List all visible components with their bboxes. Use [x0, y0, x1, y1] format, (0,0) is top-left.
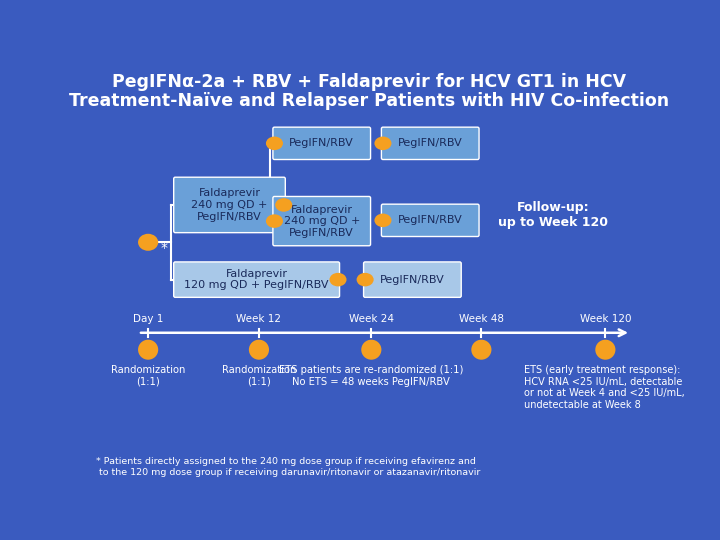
Ellipse shape [356, 273, 374, 286]
Ellipse shape [266, 137, 283, 150]
Text: Treatment-Naïve and Relapser Patients with HIV Co-infection: Treatment-Naïve and Relapser Patients wi… [69, 92, 669, 110]
Text: Follow-up:
up to Week 120: Follow-up: up to Week 120 [498, 201, 608, 229]
Ellipse shape [138, 234, 158, 251]
Text: PegIFN/RBV: PegIFN/RBV [398, 215, 463, 225]
Ellipse shape [138, 340, 158, 360]
Text: * Patients directly assigned to the 240 mg dose group if receiving efavirenz and: * Patients directly assigned to the 240 … [96, 457, 480, 477]
Ellipse shape [249, 340, 269, 360]
Text: PegIFN/RBV: PegIFN/RBV [289, 138, 354, 149]
Ellipse shape [330, 273, 346, 286]
Text: Randomization
(1:1): Randomization (1:1) [111, 365, 185, 387]
Text: Faldaprevir
120 mg QD + PegIFN/RBV: Faldaprevir 120 mg QD + PegIFN/RBV [184, 269, 329, 291]
Text: Week 24: Week 24 [348, 314, 394, 323]
Text: Day 1: Day 1 [133, 314, 163, 323]
Text: Week 48: Week 48 [459, 314, 504, 323]
Ellipse shape [472, 340, 492, 360]
Text: PegIFN/RBV: PegIFN/RBV [380, 275, 445, 285]
Text: Faldaprevir
240 mg QD +
PegIFN/RBV: Faldaprevir 240 mg QD + PegIFN/RBV [192, 188, 268, 221]
FancyBboxPatch shape [382, 204, 479, 237]
Text: PegIFN/RBV: PegIFN/RBV [398, 138, 463, 149]
FancyBboxPatch shape [382, 127, 479, 159]
FancyBboxPatch shape [273, 197, 371, 246]
FancyBboxPatch shape [364, 262, 462, 298]
Ellipse shape [361, 340, 382, 360]
FancyBboxPatch shape [174, 177, 285, 233]
Text: Week 120: Week 120 [580, 314, 631, 323]
Text: ETS (early treatment response):
HCV RNA <25 IU/mL, detectable
or not at Week 4 a: ETS (early treatment response): HCV RNA … [524, 365, 685, 410]
Ellipse shape [374, 137, 392, 150]
Ellipse shape [266, 214, 283, 228]
Text: ETS patients are re-randomized (1:1)
No ETS = 48 weeks PegIFN/RBV: ETS patients are re-randomized (1:1) No … [279, 365, 464, 387]
Text: Faldaprevir
240 mg QD +
PegIFN/RBV: Faldaprevir 240 mg QD + PegIFN/RBV [284, 205, 360, 238]
Text: *: * [161, 241, 168, 255]
Ellipse shape [275, 198, 292, 212]
FancyBboxPatch shape [273, 127, 371, 159]
Text: PegIFNα-2a + RBV + Faldaprevir for HCV GT1 in HCV: PegIFNα-2a + RBV + Faldaprevir for HCV G… [112, 73, 626, 91]
Ellipse shape [374, 213, 392, 227]
FancyBboxPatch shape [174, 262, 340, 298]
Text: Week 12: Week 12 [236, 314, 282, 323]
Ellipse shape [595, 340, 616, 360]
Text: Randomization
(1:1): Randomization (1:1) [222, 365, 296, 387]
